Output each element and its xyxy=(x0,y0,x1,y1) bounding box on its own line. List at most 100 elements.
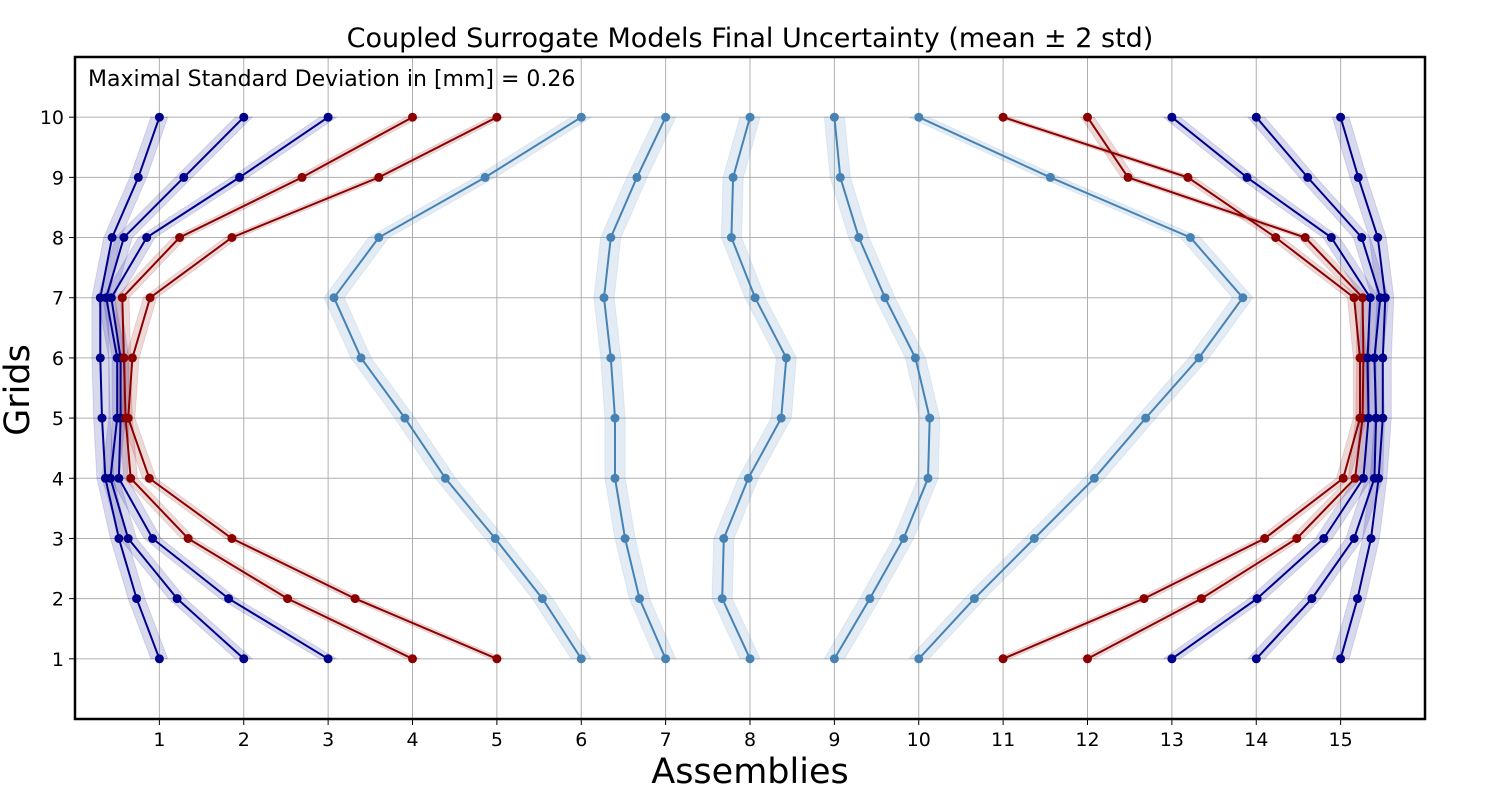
uncertainty-band-layer xyxy=(91,116,1395,660)
data-point xyxy=(283,594,293,604)
series-line xyxy=(602,116,667,660)
data-point xyxy=(183,534,193,543)
x-tick-label: 15 xyxy=(1329,729,1353,751)
y-tick-label: 5 xyxy=(52,408,64,430)
data-point xyxy=(132,594,142,604)
data-point xyxy=(606,233,616,242)
series-line-layer xyxy=(99,116,1387,660)
data-point xyxy=(1357,233,1367,242)
x-tick-label: 5 xyxy=(491,729,503,751)
data-point xyxy=(1141,413,1151,423)
uncertainty-band xyxy=(996,116,1368,660)
uncertainty-band xyxy=(711,116,797,660)
data-point xyxy=(179,172,189,182)
data-point xyxy=(1350,473,1360,483)
data-point xyxy=(1373,233,1383,242)
data-point xyxy=(1251,112,1261,122)
uncertainty-band xyxy=(323,116,594,660)
data-point-layer xyxy=(95,112,1390,664)
data-point xyxy=(1194,353,1204,363)
data-point xyxy=(142,233,152,242)
data-point xyxy=(1185,233,1195,242)
data-point xyxy=(1374,473,1384,483)
series-line xyxy=(105,116,245,660)
data-point xyxy=(1045,172,1055,182)
data-point xyxy=(1358,293,1368,303)
y-tick-label: 10 xyxy=(40,107,64,129)
data-point xyxy=(1307,594,1317,604)
data-point xyxy=(1029,534,1039,543)
uncertainty-band xyxy=(1161,116,1380,660)
x-tick-label: 2 xyxy=(238,729,250,751)
data-point xyxy=(632,172,642,182)
data-point xyxy=(227,233,237,242)
data-point xyxy=(776,413,786,423)
data-point xyxy=(490,534,500,543)
data-point xyxy=(835,172,845,182)
y-axis-label: Grids xyxy=(0,344,38,436)
data-point xyxy=(1365,293,1375,303)
data-point xyxy=(106,293,116,303)
data-point xyxy=(576,654,586,664)
data-point xyxy=(1167,654,1177,664)
data-point xyxy=(356,353,366,363)
uncertainty-band xyxy=(823,116,941,660)
data-point xyxy=(175,233,185,242)
series-line xyxy=(918,116,1245,660)
data-point xyxy=(144,473,154,483)
data-point xyxy=(1319,534,1329,543)
data-point xyxy=(374,233,384,242)
uncertainty-band xyxy=(593,116,677,660)
data-point xyxy=(117,293,127,303)
series-line xyxy=(110,116,329,660)
series-line xyxy=(833,117,931,660)
data-point xyxy=(599,293,609,303)
data-point xyxy=(123,534,133,543)
data-point xyxy=(1196,594,1206,604)
data-point xyxy=(743,473,753,483)
data-point xyxy=(1336,654,1346,664)
uncertainty-band xyxy=(114,116,420,660)
data-point xyxy=(408,112,417,122)
data-point xyxy=(239,112,249,122)
data-point xyxy=(865,594,875,604)
data-point xyxy=(119,353,129,363)
uncertainty-band xyxy=(120,116,504,660)
data-point xyxy=(1238,293,1248,303)
x-tick-label: 13 xyxy=(1160,729,1184,751)
data-point xyxy=(745,654,755,664)
data-point xyxy=(923,473,933,483)
data-point xyxy=(914,112,924,122)
series-line xyxy=(721,116,788,660)
uncertainty-band xyxy=(1246,116,1390,660)
data-point xyxy=(1167,112,1177,122)
data-point xyxy=(224,594,234,604)
x-tick-label: 11 xyxy=(991,729,1015,751)
data-point xyxy=(910,353,920,363)
y-tick-label: 6 xyxy=(52,348,64,370)
data-point xyxy=(1349,293,1359,303)
uncertainty-band xyxy=(907,116,1254,660)
data-point xyxy=(1183,172,1193,182)
data-point xyxy=(97,413,107,423)
data-point xyxy=(105,473,115,483)
data-point xyxy=(1378,413,1388,423)
data-point xyxy=(914,654,924,664)
data-point xyxy=(635,594,644,604)
x-tick-label: 6 xyxy=(575,729,587,751)
data-point xyxy=(154,654,164,664)
data-point xyxy=(899,534,909,543)
data-point xyxy=(107,233,117,242)
data-point xyxy=(576,112,586,122)
data-point xyxy=(1251,654,1261,664)
data-point xyxy=(610,413,620,423)
uncertainty-band xyxy=(1331,116,1395,660)
series-line xyxy=(127,116,498,660)
data-point xyxy=(750,293,760,303)
data-point xyxy=(154,112,164,122)
y-tick-label: 3 xyxy=(52,528,64,550)
data-point xyxy=(323,654,333,664)
data-point xyxy=(610,473,620,483)
